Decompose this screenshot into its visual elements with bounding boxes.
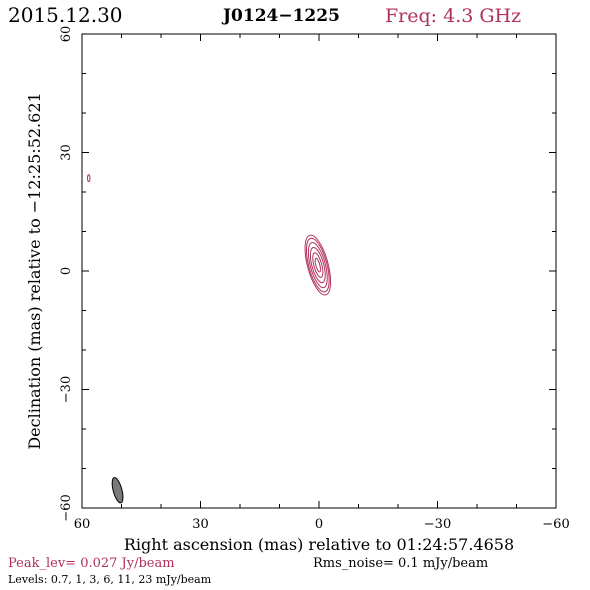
observation-date: 2015.12.30 [8, 3, 123, 27]
x-tick-label: −60 [542, 517, 569, 532]
x-tick-label: 0 [315, 517, 323, 532]
y-tick-label: 0 [59, 267, 74, 275]
axis-ticks [81, 33, 557, 509]
source-name: J0124−1225 [221, 6, 340, 26]
y-tick-label: 60 [59, 26, 74, 43]
contour-level [309, 246, 326, 284]
source-contours [87, 174, 332, 504]
contour-level [305, 237, 330, 293]
rms-noise: Rms_noise= 0.1 mJy/beam [313, 556, 488, 571]
contour-level [314, 257, 321, 273]
x-tick-label: 60 [74, 517, 91, 532]
plot-frame [81, 33, 557, 509]
y-tick-label: 30 [59, 144, 74, 161]
minor-component-contour [87, 174, 91, 183]
contour-level [312, 252, 324, 278]
contour-level [307, 241, 328, 289]
x-tick-labels: 60 30 0 −30 −60 [74, 517, 570, 532]
frequency-label: Freq: 4.3 GHz [385, 5, 521, 27]
beam-ellipse [111, 477, 124, 504]
y-axis-label: Declination (mas) relative to −12:25:52.… [25, 92, 44, 449]
x-tick-label: −30 [424, 517, 451, 532]
y-tick-label: −60 [59, 494, 74, 521]
peak-level: Peak_lev= 0.027 Jy/beam [8, 556, 175, 571]
y-tick-label: −30 [59, 376, 74, 403]
contour-level [304, 234, 332, 296]
x-axis-label: Right ascension (mas) relative to 01:24:… [124, 535, 514, 554]
x-tick-label: 30 [192, 517, 209, 532]
y-tick-labels: −60 −30 0 30 60 [59, 26, 74, 522]
contour-levels: Levels: 0.7, 1, 3, 6, 11, 23 mJy/beam [8, 573, 212, 586]
